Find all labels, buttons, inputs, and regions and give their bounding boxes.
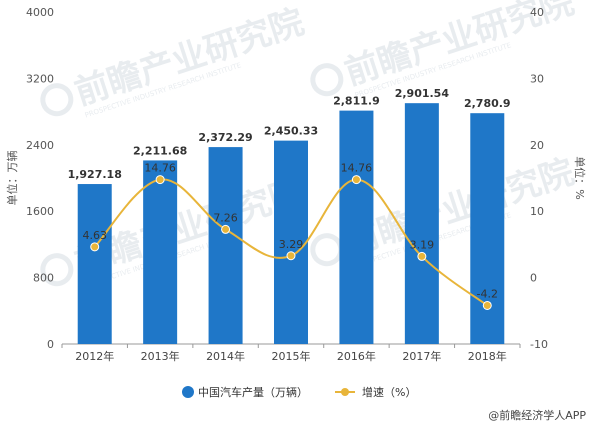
x-tick-label: 2016年 <box>337 349 376 363</box>
line-point <box>155 175 165 185</box>
bar <box>208 147 243 344</box>
x-tick-label: 2013年 <box>141 349 180 363</box>
bar-value-label: 2,811.9 <box>333 95 380 108</box>
y-left-tick-label: 4000 <box>26 6 54 19</box>
legend-item-bar: 中国汽车产量（万辆） <box>182 385 308 399</box>
line-point <box>90 242 100 252</box>
bar <box>143 160 178 344</box>
bar <box>77 184 112 344</box>
line-series <box>90 175 492 310</box>
bar <box>339 110 374 344</box>
data-labels: 1,927.18 2,211.68 2,372.29 2,450.33 2,811.9 2… <box>68 87 511 300</box>
x-tick-label: 2014年 <box>206 349 245 363</box>
x-tick-label: 2015年 <box>272 349 311 363</box>
watermark-logo-icon <box>40 253 74 287</box>
line-point <box>482 300 492 310</box>
line-point <box>286 251 296 261</box>
y-right-tick-label: 30 <box>530 72 544 85</box>
bar-series <box>77 103 505 344</box>
line-point <box>351 175 361 185</box>
legend-line-marker <box>341 388 349 396</box>
bar-value-label: 2,211.68 <box>133 144 187 157</box>
y-right-axis-title: 单位：% <box>573 156 587 199</box>
y-right-tick-label: 20 <box>530 139 544 152</box>
line-value-label: 14.76 <box>341 162 373 175</box>
line-value-label: 4.63 <box>82 229 107 242</box>
y-left-axis-title: 单位：万辆 <box>5 151 19 206</box>
legend-bar-label: 中国汽车产量（万辆） <box>198 385 308 399</box>
y-left-tick-label: 1600 <box>26 205 54 218</box>
footer: @前瞻经济学人APP <box>488 408 586 422</box>
x-tick-label: 2018年 <box>468 349 507 363</box>
legend-line-label: 增速（%） <box>362 385 416 399</box>
y-left-tick-label: 3200 <box>26 72 54 85</box>
y-right-tick-label: 0 <box>530 272 537 285</box>
y-left-tick-label: 0 <box>47 338 54 351</box>
bar-value-label: 2,450.33 <box>264 125 318 138</box>
y-left-tick-label: 2400 <box>26 139 54 152</box>
axes: 0 800 1600 2400 3200 4000 -10 0 10 20 30 40 2012年 201… <box>5 6 587 363</box>
legend-item-line: 增速（%） <box>335 385 416 399</box>
y-left-tick-label: 800 <box>33 272 54 285</box>
bar-value-label: 2,780.9 <box>464 97 511 110</box>
y-right-tick-label: 10 <box>530 205 544 218</box>
watermark-logo-icon <box>310 233 344 267</box>
legend: 中国汽车产量（万辆） 增速（%） <box>182 385 416 399</box>
line-value-label: 14.76 <box>144 162 176 175</box>
line-point <box>417 251 427 261</box>
watermark-brand: 前瞻产业研究院 <box>70 2 309 114</box>
bar-value-label: 1,927.18 <box>68 168 122 181</box>
line-point <box>221 224 231 234</box>
line-value-label: 3.29 <box>279 238 304 251</box>
line-value-label: 7.26 <box>213 211 238 224</box>
line-value-label: 3.19 <box>410 238 435 251</box>
y-right-tick-label: 40 <box>530 6 544 19</box>
y-right-tick-label: -10 <box>530 338 548 351</box>
bar <box>404 103 439 344</box>
watermark-logo-icon <box>40 83 74 117</box>
bar-value-label: 2,901.54 <box>395 87 450 100</box>
line-value-label: -4.2 <box>477 287 498 300</box>
bar-value-label: 2,372.29 <box>198 131 252 144</box>
legend-bar-swatch <box>182 386 194 398</box>
source-credit: @前瞻经济学人APP <box>488 408 586 422</box>
x-tick-label: 2017年 <box>402 349 441 363</box>
bar <box>274 140 308 344</box>
x-tick-label: 2012年 <box>75 349 114 363</box>
watermark-logo-icon <box>310 63 344 97</box>
